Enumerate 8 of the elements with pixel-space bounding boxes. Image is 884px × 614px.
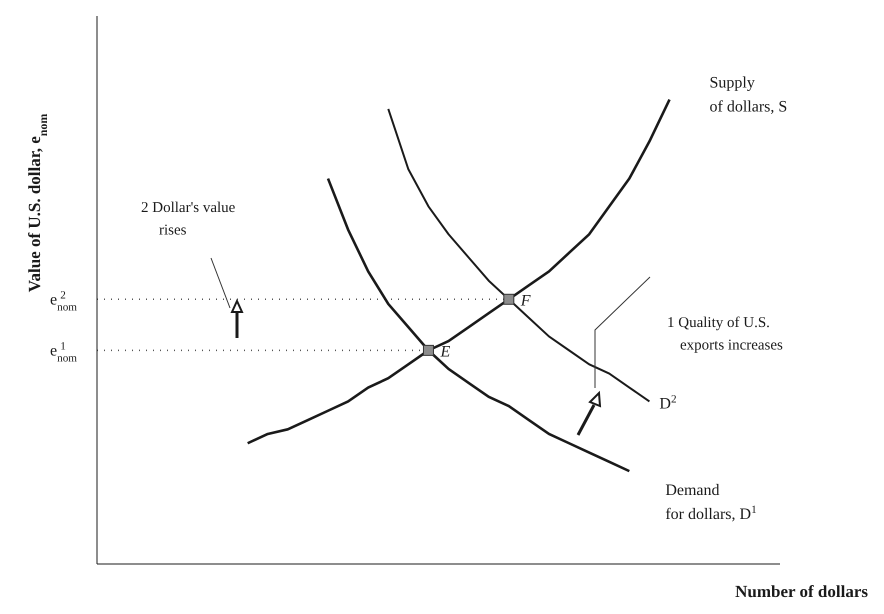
series-label: D$^{2}$ <box>659 393 677 412</box>
annotation: 2 Dollar's value rises <box>141 200 236 238</box>
x-axis-title: Number of dollars <box>735 582 868 601</box>
text: Demand for dollars, D$^{1}$ <box>665 482 757 524</box>
text: Supply of dollars, S <box>710 74 788 116</box>
annotation: 1 Quality of U.S. exports increases <box>667 315 784 354</box>
annotation: F <box>520 292 531 310</box>
annotation: E <box>439 343 450 360</box>
